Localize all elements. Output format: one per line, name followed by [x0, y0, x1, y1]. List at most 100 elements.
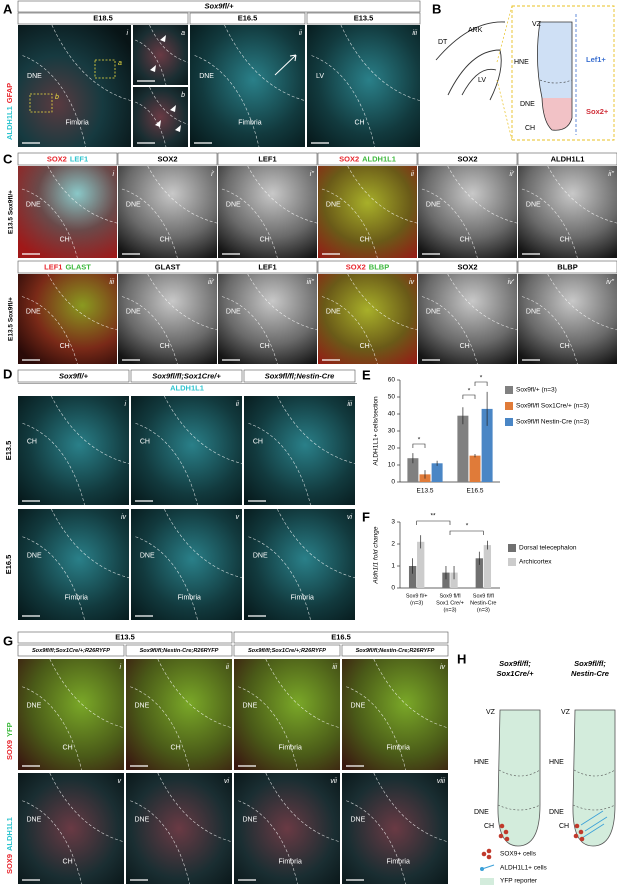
legend-swatch	[508, 544, 516, 552]
region-label: CH	[460, 343, 470, 350]
micrograph	[318, 274, 417, 364]
sox9-cell	[578, 829, 584, 835]
region-label: Fimbria	[65, 119, 88, 126]
region-label: CH	[63, 745, 73, 752]
inset-letter: a	[118, 60, 122, 67]
region-label: Fimbria	[387, 859, 410, 866]
header-box	[517, 152, 617, 166]
tissue-boundary	[521, 273, 617, 365]
micrograph	[18, 25, 131, 147]
sox2-domain	[542, 98, 572, 131]
header-box	[17, 260, 118, 274]
channel-name: SOX9	[5, 854, 14, 874]
y-axis-label: ALDH1L1+ cells/section	[373, 396, 380, 466]
panel-letter: A	[3, 1, 13, 16]
y-tick-label: 60	[388, 377, 396, 384]
sox9-cell	[504, 836, 510, 842]
region-label: DNE	[426, 309, 441, 316]
region-label: CH	[559, 823, 569, 830]
callout	[496, 5, 513, 141]
region-label: HNE	[549, 759, 564, 766]
callout-box	[511, 5, 615, 141]
tissue-boundary	[135, 508, 243, 621]
header-box	[217, 152, 318, 166]
region-label: CH	[354, 119, 364, 126]
sox9-cell	[579, 836, 585, 842]
bar	[457, 415, 469, 482]
legend-icon	[481, 864, 495, 870]
zone-boundary	[497, 769, 541, 811]
channel-label: SOX9 ALDH1L1	[5, 817, 14, 874]
panel-numeral: iv	[440, 664, 446, 671]
header-box	[233, 631, 449, 644]
inset-outline	[94, 59, 116, 79]
tissue-boundary	[121, 273, 218, 365]
tissue-boundary	[248, 508, 356, 621]
region-label: CH	[63, 859, 73, 866]
region-label: CH	[253, 439, 263, 446]
header-box	[17, 12, 189, 25]
legend-icon	[486, 854, 492, 860]
arrow	[274, 54, 297, 76]
tissue-boundary	[22, 772, 125, 885]
channel-name: LEF1	[44, 262, 62, 271]
region-label: DNE	[326, 201, 341, 208]
y-tick-label: 2	[391, 541, 395, 548]
bar	[450, 572, 458, 588]
micrograph	[190, 25, 305, 147]
region-label: DNE	[426, 201, 441, 208]
micrograph	[218, 274, 317, 364]
region-label: CH	[140, 439, 150, 446]
channel-label: ALDH1L1 GFAP	[5, 83, 14, 140]
channel-name: YFP	[5, 722, 14, 737]
header-box	[17, 0, 421, 13]
region-label: LV	[316, 73, 324, 80]
panel-numeral: iii	[412, 30, 417, 37]
region-label: DNE	[26, 201, 41, 208]
bar	[442, 572, 450, 588]
bar	[431, 463, 443, 482]
panel-numeral: i	[126, 30, 128, 37]
micrograph	[126, 659, 232, 770]
panel-numeral: b	[181, 92, 185, 99]
channel-name: SOX2	[457, 262, 477, 271]
diagram-title: Sox9fl/fl;	[499, 659, 531, 668]
tissue-boundary	[22, 395, 130, 506]
micrograph	[342, 659, 448, 770]
region-label: CH	[60, 236, 70, 243]
channel-name: SOX9	[5, 740, 14, 760]
region-label: VZ	[532, 21, 542, 28]
panel-numeral: vii	[330, 778, 337, 785]
astrocyte	[581, 823, 605, 839]
panel-numeral: iii	[347, 401, 352, 408]
column-header: LEF1	[258, 154, 276, 163]
panel-numeral: iii	[109, 279, 114, 286]
significance: *	[466, 523, 469, 530]
bar	[469, 455, 481, 482]
panel-letter: B	[432, 1, 441, 16]
region-label: DNE	[140, 552, 155, 559]
column-header: SOX2 LEF1	[47, 154, 88, 163]
tissue-boundary	[321, 273, 418, 365]
channel-name: SOX2	[346, 262, 366, 271]
region-label: DNE	[26, 309, 41, 316]
x-tick-label: (n=3)	[477, 607, 490, 613]
legend-swatch	[508, 558, 516, 566]
micrograph	[18, 396, 129, 505]
region-label: DNE	[27, 73, 42, 80]
tissue-boundary	[121, 165, 218, 259]
micrograph	[133, 87, 188, 147]
panel-numeral: iii''	[307, 279, 315, 286]
channel-name: SOX2	[47, 154, 67, 163]
region-label: DT	[438, 39, 448, 46]
legend-label: Sox9fl/fl Nestin-Cre (n=3)	[516, 419, 589, 426]
header-box	[189, 12, 306, 25]
channel-name: BLBP	[369, 262, 389, 271]
region-label: Fimbria	[291, 595, 314, 602]
x-tick-label: Sox1 Cre/+	[436, 600, 464, 606]
y-tick-label: 30	[388, 428, 396, 435]
arrowhead	[170, 105, 176, 112]
region-label: DNE	[526, 309, 541, 316]
y-tick-label: 50	[388, 394, 396, 401]
micrograph	[244, 509, 355, 620]
